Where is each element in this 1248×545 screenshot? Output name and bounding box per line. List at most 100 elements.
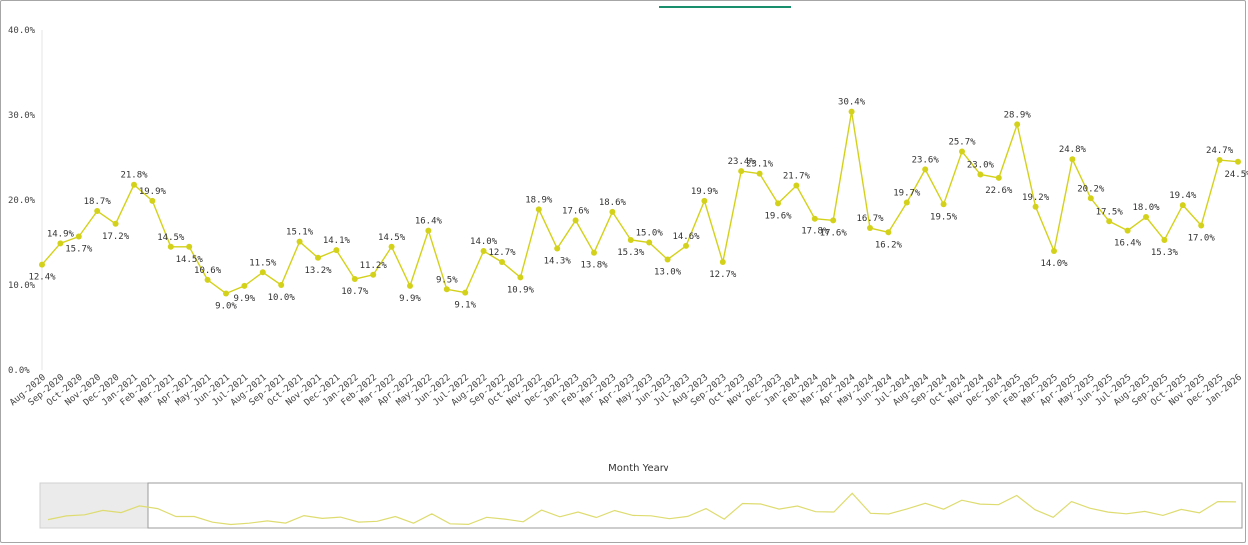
- data-point[interactable]: [278, 282, 285, 288]
- data-point[interactable]: [462, 289, 469, 296]
- data-label: 9.5%: [436, 275, 458, 285]
- data-point[interactable]: [94, 208, 101, 215]
- data-point[interactable]: [646, 239, 653, 246]
- data-point[interactable]: [1216, 157, 1223, 164]
- data-point[interactable]: [1161, 236, 1168, 243]
- data-point[interactable]: [738, 168, 745, 175]
- data-point[interactable]: [554, 245, 561, 252]
- data-point[interactable]: [241, 282, 248, 289]
- data-point[interactable]: [922, 166, 929, 173]
- data-point[interactable]: [57, 240, 64, 247]
- data-point[interactable]: [977, 171, 984, 178]
- data-label: 17.0%: [1188, 234, 1216, 244]
- mini-series-path: [47, 492, 1237, 526]
- data-point[interactable]: [1235, 158, 1241, 165]
- data-point[interactable]: [683, 242, 689, 249]
- data-point[interactable]: [1143, 214, 1149, 220]
- data-point[interactable]: [1124, 227, 1131, 234]
- data-label: 19.4%: [1169, 191, 1197, 201]
- data-point[interactable]: [848, 108, 855, 115]
- data-label: 10.7%: [341, 287, 369, 297]
- data-point[interactable]: [867, 225, 873, 232]
- data-label: 19.7%: [893, 189, 921, 199]
- data-point[interactable]: [811, 215, 818, 222]
- data-point[interactable]: [1087, 195, 1094, 202]
- data-point[interactable]: [995, 174, 1002, 181]
- chevron-down-icon[interactable]: ∨: [663, 464, 670, 474]
- data-point[interactable]: [591, 249, 597, 256]
- data-point[interactable]: [315, 254, 321, 261]
- data-label: 17.2%: [102, 232, 130, 242]
- data-point[interactable]: [1051, 248, 1057, 254]
- data-point[interactable]: [259, 269, 266, 276]
- data-point[interactable]: [425, 227, 432, 234]
- data-point[interactable]: [1069, 156, 1076, 163]
- data-point[interactable]: [499, 259, 505, 266]
- data-point[interactable]: [407, 282, 413, 289]
- data-point[interactable]: [131, 181, 137, 188]
- data-label: 13.2%: [304, 266, 332, 276]
- data-point[interactable]: [959, 148, 965, 155]
- data-point[interactable]: [167, 243, 174, 250]
- data-point[interactable]: [223, 290, 229, 297]
- data-point[interactable]: [75, 233, 82, 240]
- data-point[interactable]: [940, 201, 947, 208]
- data-point[interactable]: [351, 276, 358, 283]
- data-label: 19.2%: [1022, 193, 1050, 203]
- data-point[interactable]: [388, 243, 395, 250]
- data-point[interactable]: [885, 229, 892, 236]
- data-label: 19.5%: [930, 212, 958, 222]
- data-label: 23.0%: [967, 161, 995, 171]
- scroll-window[interactable]: [147, 482, 1243, 529]
- data-point[interactable]: [572, 217, 579, 224]
- data-point[interactable]: [204, 276, 211, 283]
- x-axis-title[interactable]: Month Year: [608, 463, 665, 474]
- data-point[interactable]: [1014, 121, 1021, 128]
- data-point[interactable]: [1106, 218, 1113, 225]
- data-label: 9.9%: [399, 294, 421, 304]
- data-label: 18.9%: [525, 195, 553, 205]
- data-label: 12.4%: [28, 273, 56, 283]
- data-point[interactable]: [701, 197, 708, 204]
- data-point[interactable]: [39, 261, 45, 268]
- data-point[interactable]: [1032, 203, 1039, 210]
- data-point[interactable]: [775, 200, 781, 207]
- data-point[interactable]: [112, 220, 119, 227]
- data-point[interactable]: [333, 247, 340, 254]
- data-point[interactable]: [149, 197, 156, 204]
- data-point[interactable]: [535, 206, 542, 213]
- data-label: 30.4%: [838, 98, 866, 108]
- data-point[interactable]: [903, 199, 910, 206]
- data-point[interactable]: [1179, 202, 1186, 209]
- data-point[interactable]: [1198, 222, 1205, 229]
- data-label: 18.6%: [599, 198, 627, 208]
- data-point[interactable]: [756, 170, 763, 177]
- data-label: 15.7%: [65, 245, 93, 255]
- data-point[interactable]: [296, 238, 303, 245]
- y-tick-label: 20.0%: [8, 196, 36, 206]
- data-label: 14.3%: [544, 256, 572, 266]
- data-label: 16.4%: [1114, 239, 1142, 249]
- data-point[interactable]: [793, 182, 800, 189]
- data-point[interactable]: [443, 286, 450, 293]
- data-label: 17.5%: [1096, 207, 1124, 217]
- data-point[interactable]: [664, 256, 671, 263]
- data-point[interactable]: [517, 274, 524, 281]
- data-point[interactable]: [609, 208, 616, 215]
- data-label: 10.6%: [194, 266, 222, 276]
- data-point[interactable]: [370, 271, 377, 278]
- data-label: 13.0%: [654, 268, 682, 278]
- data-point[interactable]: [719, 259, 726, 266]
- data-labels: 12.4% 14.9% 15.7% 18.7% 17.2% 21.8% 19.9% 14.5%…: [28, 98, 1248, 312]
- scroll-mask: [39, 482, 149, 529]
- data-point[interactable]: [186, 243, 193, 250]
- data-label: 19.9%: [691, 187, 719, 197]
- x-axis-title-group[interactable]: Month Year ∨: [608, 463, 669, 474]
- data-point[interactable]: [480, 248, 487, 254]
- range-scrollbar[interactable]: [39, 482, 1243, 529]
- y-tick-label: 40.0%: [8, 26, 36, 36]
- data-point[interactable]: [830, 217, 837, 224]
- data-point[interactable]: [627, 236, 634, 243]
